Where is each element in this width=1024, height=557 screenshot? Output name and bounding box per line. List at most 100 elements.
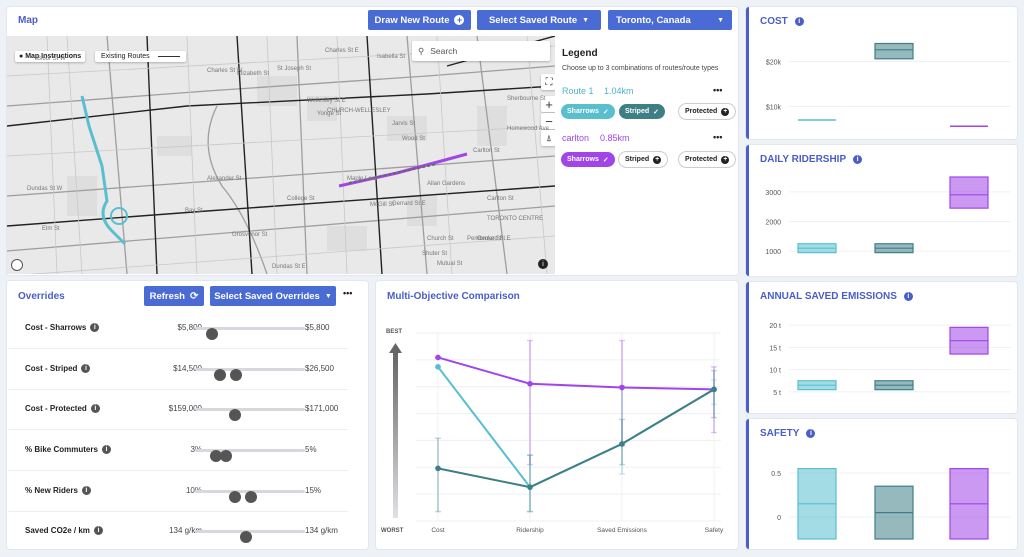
slider-handle[interactable] bbox=[219, 450, 232, 462]
info-icon[interactable]: i bbox=[853, 154, 863, 164]
row-divider bbox=[8, 511, 348, 512]
range-slider-track[interactable] bbox=[195, 408, 305, 421]
route2-chip-sharrows[interactable]: Sharrows ✓ bbox=[561, 152, 615, 167]
info-icon[interactable]: i bbox=[81, 364, 91, 374]
override-min-value: $14,500 bbox=[173, 364, 202, 373]
metric-panel: ANNUAL SAVED EMISSIONS i 20 t 15 t 10 t 5 t bbox=[746, 282, 1017, 413]
tick-label: 10 t bbox=[769, 368, 781, 375]
slider-handle[interactable] bbox=[229, 369, 242, 381]
route1-chip-striped[interactable]: Striped ✓ bbox=[619, 104, 665, 119]
legend-title: Legend bbox=[562, 48, 598, 59]
info-icon[interactable]: i bbox=[81, 486, 91, 496]
tick-label: 3000 bbox=[765, 190, 781, 197]
route2-chip-striped[interactable]: Striped + bbox=[619, 152, 668, 167]
row-divider bbox=[8, 429, 348, 430]
location-dropdown[interactable]: Toronto, Canada ▼ bbox=[608, 10, 732, 30]
metric-title: ANNUAL SAVED EMISSIONS i bbox=[760, 291, 913, 302]
tick-label: $20k bbox=[766, 60, 782, 67]
map-logo-icon bbox=[11, 259, 23, 271]
metric-chart: 0.50 bbox=[771, 467, 1011, 540]
axis-tick-label: Ridership bbox=[516, 527, 544, 534]
override-max-value: $171,000 bbox=[305, 404, 339, 413]
metric-title: SAFETY i bbox=[760, 428, 816, 439]
attribution-icon[interactable]: i bbox=[538, 259, 548, 269]
map-streets bbox=[7, 36, 555, 274]
route2-more-button[interactable]: ••• bbox=[713, 132, 723, 142]
tick-label: 0 bbox=[777, 515, 781, 522]
series-point bbox=[527, 484, 533, 490]
zoom-out-button[interactable]: − bbox=[541, 113, 555, 129]
info-icon[interactable]: i bbox=[93, 526, 103, 536]
range-slider-track[interactable] bbox=[195, 327, 305, 340]
best-worst-arrow bbox=[393, 353, 398, 518]
info-icon[interactable]: i bbox=[794, 16, 804, 26]
add-icon: + bbox=[721, 155, 730, 164]
existing-routes-legend: Existing Routes bbox=[95, 51, 186, 62]
info-icon[interactable]: i bbox=[101, 445, 111, 455]
draw-new-route-button[interactable]: Draw New Route + bbox=[368, 10, 471, 30]
line-icon bbox=[157, 55, 180, 57]
overrides-more-button[interactable]: ••• bbox=[343, 288, 353, 298]
check-icon: ✓ bbox=[602, 108, 609, 116]
info-icon[interactable]: i bbox=[90, 323, 100, 333]
override-min-value: $5,800 bbox=[177, 323, 202, 332]
tick-label: 1000 bbox=[765, 249, 781, 256]
tick-label: $10k bbox=[766, 105, 782, 112]
override-row: Cost - Protected i $159,000 $171,000 bbox=[8, 402, 350, 430]
slider-handle[interactable] bbox=[209, 450, 222, 462]
slider-handle[interactable] bbox=[228, 491, 241, 503]
map-instructions[interactable]: ● Map Instructions bbox=[15, 51, 86, 62]
info-icon[interactable]: i bbox=[806, 428, 816, 438]
tick-label: 2000 bbox=[765, 220, 781, 227]
override-max-value: 134 g/km bbox=[305, 526, 338, 535]
slider-handle[interactable] bbox=[228, 409, 241, 421]
map-search-box[interactable]: ⚲ Search bbox=[412, 41, 550, 61]
row-divider bbox=[8, 389, 348, 390]
slider-handle[interactable] bbox=[239, 531, 252, 543]
route2-chip-protected[interactable]: Protected + bbox=[679, 152, 736, 167]
series-line bbox=[437, 356, 715, 391]
override-min-value: 10% bbox=[185, 486, 202, 495]
select-saved-route-dropdown[interactable]: Select Saved Route ▼ bbox=[477, 10, 601, 30]
override-label: Cost - Protected i bbox=[25, 404, 100, 414]
metric-panel: SAFETY i 0.5 0 bbox=[746, 419, 1017, 549]
override-label: Saved CO2e / km i bbox=[25, 526, 103, 536]
slider-handle[interactable] bbox=[214, 369, 227, 381]
route2-name[interactable]: carlton bbox=[562, 133, 590, 143]
chevron-down-icon: ▼ bbox=[717, 16, 724, 24]
row-divider bbox=[8, 348, 348, 349]
metric-title: COST i bbox=[760, 16, 804, 27]
legend-subtitle: Choose up to 3 combinations of routes/ro… bbox=[562, 65, 719, 72]
slider-handle[interactable] bbox=[245, 491, 258, 503]
route1-name[interactable]: Route 1 bbox=[562, 86, 594, 96]
refresh-button[interactable]: Refresh ⟳ bbox=[144, 286, 204, 306]
range-slider-track[interactable] bbox=[195, 530, 305, 543]
tick-label: 15 t bbox=[769, 345, 781, 352]
series-point bbox=[711, 386, 717, 393]
map-title: Map bbox=[18, 15, 38, 26]
slider-handle[interactable] bbox=[205, 328, 218, 340]
series-line bbox=[437, 388, 715, 489]
override-label: Cost - Striped i bbox=[25, 364, 91, 374]
map-canvas[interactable]: ● Map Instructions Existing Routes ⚲ Sea… bbox=[7, 36, 555, 274]
select-saved-overrides-dropdown[interactable]: Select Saved Overrides ▼ bbox=[210, 286, 336, 306]
compass-button[interactable]: ⍋ bbox=[541, 130, 555, 146]
info-icon[interactable]: i bbox=[903, 291, 913, 301]
series-point bbox=[619, 384, 625, 391]
route2-distance: 0.85km bbox=[600, 133, 630, 143]
range-slider-track[interactable] bbox=[195, 368, 305, 381]
info-icon[interactable]: i bbox=[90, 404, 100, 414]
range-slider-track[interactable] bbox=[195, 490, 305, 503]
zoom-in-button[interactable]: + bbox=[541, 96, 555, 112]
route1-chip-sharrows[interactable]: Sharrows ✓ bbox=[561, 104, 615, 119]
override-max-value: $5,800 bbox=[305, 323, 330, 332]
route1-more-button[interactable]: ••• bbox=[713, 85, 723, 95]
route1-chip-protected[interactable]: Protected + bbox=[679, 104, 736, 119]
overrides-title: Overrides bbox=[18, 291, 65, 302]
saved-route-label: Select Saved Route bbox=[488, 14, 578, 26]
fullscreen-button[interactable]: ⛶ bbox=[541, 74, 555, 90]
range-slider-track[interactable] bbox=[195, 449, 305, 462]
add-icon: + bbox=[721, 107, 730, 116]
override-max-value: $26,500 bbox=[305, 364, 334, 373]
